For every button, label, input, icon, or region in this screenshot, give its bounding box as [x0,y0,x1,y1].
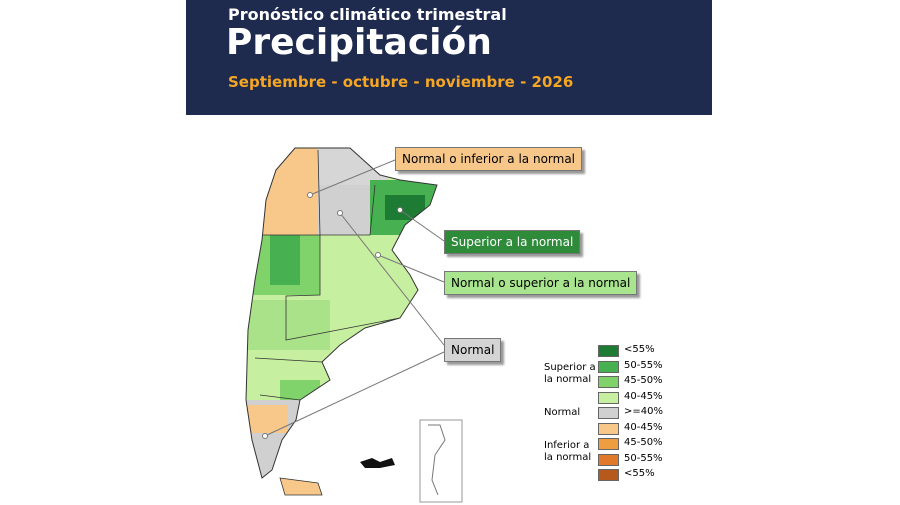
map-regions [246,148,437,478]
legend-group-label: Superior a la normal [544,362,596,386]
legend-label: >=40% [624,406,663,417]
legend-label: <55% [624,344,655,355]
callout: Normal o inferior a la normal [395,147,583,171]
legend-label: 40-45% [624,421,663,433]
header-period: Septiembre - octubre - noviembre - 2026 [228,73,574,91]
legend-label: 40-45% [624,390,663,402]
callout: Normal o superior a la normal [444,271,638,295]
legend-group-label: Normal [544,407,581,418]
legend-group-label: Inferior a la normal [544,439,592,463]
legend-swatch [598,376,619,388]
header-title: Precipitación [226,22,492,63]
legend-swatch [598,453,619,466]
callout: Superior a la normal [444,230,581,254]
legend-swatch [598,360,619,373]
legend-swatch [598,438,619,450]
legend-swatch [598,469,619,481]
legend-label: 45-50% [624,437,663,448]
callout: Normal [444,338,502,362]
legend-label: 45-50% [624,375,663,386]
header-subtitle: Pronóstico climático trimestral [228,5,507,24]
legend-swatch [598,407,619,419]
header [186,0,712,115]
legend-label: 50-55% [624,452,663,464]
legend-label: 50-55% [624,359,663,371]
legend-swatch [598,345,619,357]
legend-swatch [598,391,619,404]
legend-swatch [598,422,619,435]
legend-label: <55% [624,468,655,479]
